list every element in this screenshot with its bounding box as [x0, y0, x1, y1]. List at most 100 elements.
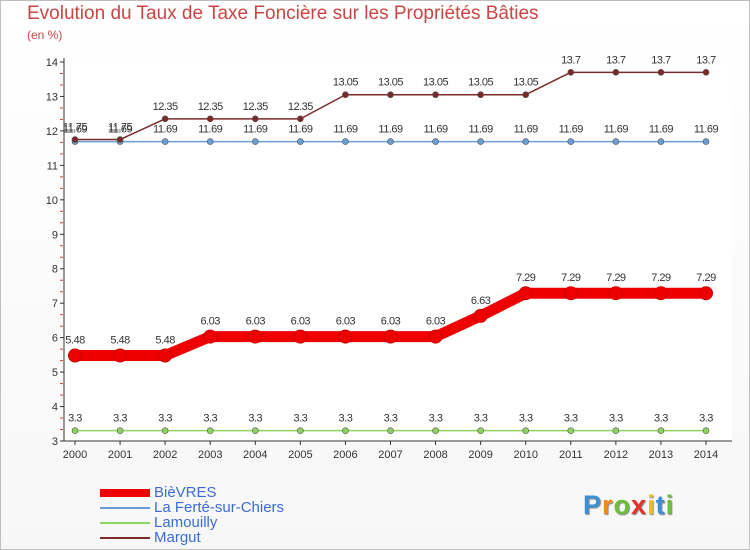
x-tick-label: 2014 [694, 449, 718, 461]
data-point [563, 286, 578, 301]
data-label: 3.3 [339, 413, 353, 425]
data-point [297, 138, 304, 145]
data-point [473, 308, 488, 323]
logo-letter: t [655, 490, 666, 520]
logo-letter: r [602, 490, 614, 520]
data-label: 6.03 [336, 316, 356, 328]
logo-letter: P [583, 490, 603, 520]
data-label: 11.69 [604, 124, 629, 136]
data-point [702, 427, 710, 434]
data-label: 13.05 [378, 77, 403, 89]
data-label: 3.3 [68, 413, 82, 425]
chart-title: Evolution du Taux de Taxe Foncière sur l… [27, 3, 539, 24]
data-label: 3.3 [113, 413, 127, 425]
x-tick-label: 2001 [108, 449, 132, 461]
data-point [161, 427, 169, 434]
data-point [206, 138, 214, 145]
data-point [297, 427, 304, 434]
x-tick-label: 2012 [604, 449, 628, 461]
logo-letter: x [631, 490, 648, 520]
data-point [657, 427, 665, 434]
data-label: 3.3 [384, 413, 398, 425]
data-point [477, 138, 484, 145]
data-label: 5.48 [65, 335, 85, 347]
data-point [477, 91, 484, 99]
y-tick-label: 13 [46, 91, 58, 103]
x-tick-label: 2000 [63, 449, 87, 461]
data-label: 11.69 [198, 124, 223, 136]
data-label: 13.7 [696, 54, 716, 66]
y-tick-label: 11 [47, 160, 58, 172]
data-point [113, 348, 128, 363]
data-point [248, 329, 263, 344]
data-label: 6.03 [246, 316, 266, 328]
logo-letter: o [613, 490, 632, 520]
data-label: 5.48 [155, 335, 175, 347]
legend-swatch-lamouilly [100, 522, 150, 524]
data-label: 3.3 [158, 413, 172, 425]
data-point [387, 91, 394, 99]
data-label: 6.03 [291, 316, 311, 328]
y-tick-label: 10 [46, 195, 58, 207]
data-point [338, 329, 353, 344]
data-point [342, 91, 349, 99]
data-point [702, 69, 710, 76]
y-tick-label: 14 [46, 57, 58, 69]
legend-label-lamouilly: Lamouilly [154, 514, 218, 531]
data-point [522, 91, 530, 99]
data-point [251, 138, 259, 145]
x-tick-label: 2006 [333, 449, 357, 461]
data-label: 11.69 [649, 124, 674, 136]
data-point [203, 329, 218, 344]
x-tick-label: 2008 [423, 449, 447, 461]
data-point [567, 69, 575, 76]
logo-letter: i [647, 490, 656, 520]
data-point [428, 329, 443, 344]
data-label: 12.35 [243, 101, 268, 113]
data-point [161, 115, 169, 123]
data-point [432, 138, 439, 145]
data-point [699, 286, 713, 301]
legend-label-margut: Margut [154, 529, 201, 546]
data-label: 7.29 [516, 272, 536, 284]
data-label: 13.05 [468, 77, 493, 89]
data-point [158, 348, 173, 363]
data-point [477, 427, 484, 434]
x-tick-label: 2002 [153, 449, 177, 461]
x-tick-label: 2005 [288, 449, 312, 461]
data-point [657, 138, 665, 145]
data-label: 11.69 [423, 124, 448, 136]
y-axis-unit-label: (en %) [27, 28, 63, 42]
data-label: 11.75 [108, 122, 133, 134]
data-label: 13.7 [606, 54, 626, 66]
data-point [608, 286, 623, 301]
y-tick-label: 7 [52, 298, 58, 310]
legend-label-bievres: BièVRES [154, 484, 217, 501]
data-point [251, 115, 259, 123]
y-tick-label: 8 [52, 264, 58, 276]
legend-swatch-bievres [100, 489, 150, 497]
data-label: 7.29 [651, 272, 671, 284]
data-label: 7.29 [696, 272, 716, 284]
data-point [383, 329, 398, 344]
data-label: 11.69 [514, 124, 539, 136]
data-label: 11.69 [469, 124, 494, 136]
x-tick-label: 2013 [649, 449, 673, 461]
data-label: 11.69 [243, 124, 268, 136]
data-point [71, 136, 79, 143]
data-point [387, 138, 394, 145]
data-point [702, 138, 710, 145]
x-tick-label: 2010 [513, 449, 537, 461]
data-point [71, 427, 79, 434]
legend-label-la-ferte-sur-chiers: La Ferté-sur-Chiers [154, 499, 285, 516]
data-label: 11.69 [559, 124, 584, 136]
data-label: 13.7 [651, 54, 671, 66]
data-point [612, 427, 620, 434]
data-label: 3.3 [248, 413, 262, 425]
data-point [293, 329, 308, 344]
data-label: 11.69 [108, 124, 133, 136]
data-label: 13.7 [561, 54, 581, 66]
data-point [68, 348, 82, 363]
data-label: 3.3 [564, 413, 578, 425]
